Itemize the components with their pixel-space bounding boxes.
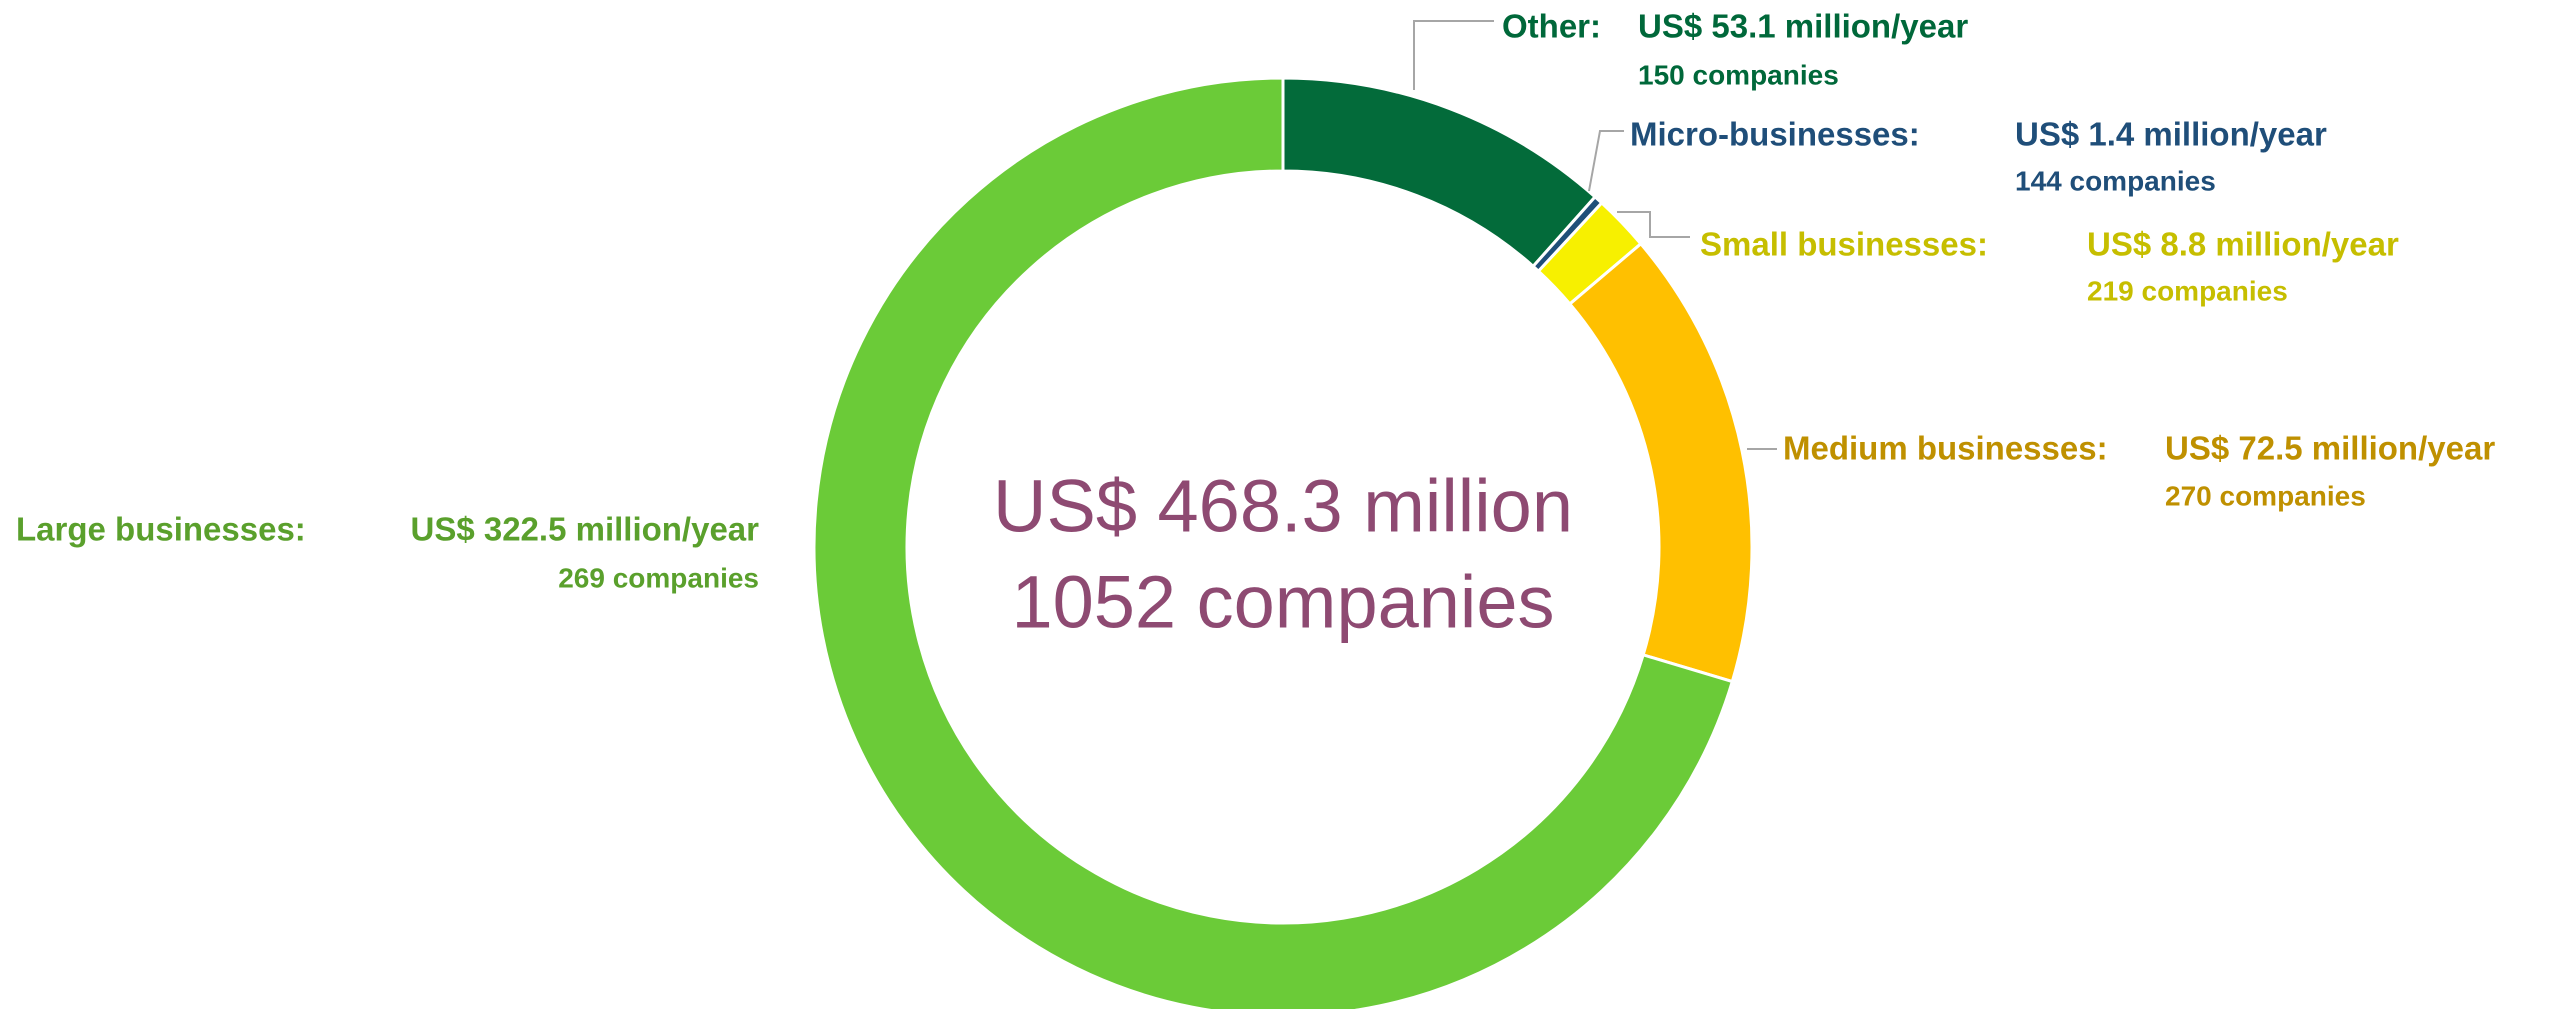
leader-line <box>1588 130 1624 192</box>
slice-label: Other: <box>1502 8 1601 45</box>
companies-label: 150 companies <box>1638 59 1839 90</box>
value-label: US$ 322.5 million/year <box>410 511 759 548</box>
companies-label: 144 companies <box>2015 165 2216 196</box>
center-text: US$ 468.3 million <box>993 465 1573 548</box>
companies-label: 219 companies <box>2087 275 2288 306</box>
donut-slice <box>812 76 1735 1009</box>
donut-slice <box>1567 241 1754 684</box>
leader-line <box>1413 20 1494 90</box>
slice-label: Small businesses: <box>1700 226 1988 263</box>
value-label: US$ 1.4 million/year <box>2015 116 2327 153</box>
value-label: US$ 8.8 million/year <box>2087 226 2399 263</box>
companies-label: 270 companies <box>2165 480 2366 511</box>
slice-label: Large businesses: <box>16 511 306 548</box>
value-label: US$ 53.1 million/year <box>1638 8 1968 45</box>
slice-label: Medium businesses: <box>1783 430 2108 467</box>
value-label: US$ 72.5 million/year <box>2165 430 2495 467</box>
slice-label: Micro-businesses: <box>1630 116 1920 153</box>
center-text: 1052 companies <box>1011 561 1554 644</box>
leader-line <box>1617 211 1690 238</box>
companies-label: 269 companies <box>558 562 759 593</box>
donut-slice <box>1281 76 1598 269</box>
